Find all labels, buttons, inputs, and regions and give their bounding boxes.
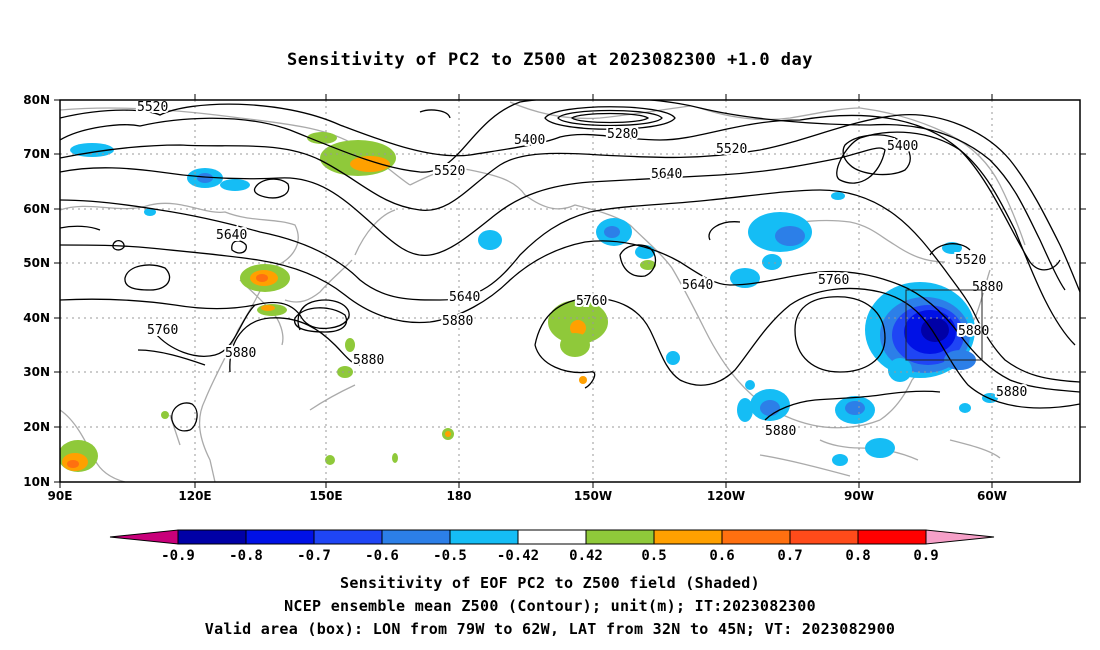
colorbar-swatch [449,529,519,545]
map-frame [59,99,1081,483]
contour-5880 [794,296,886,373]
contour-label: 5760 [818,273,849,288]
contour-label: 5520 [716,142,747,157]
lat-labels: 80N 70N 60N 50N 40N 30N 20N 10N [23,93,50,489]
lat-label: 20N [23,420,50,434]
z500-contours [60,100,1080,432]
colorbar-label: -0.5 [433,548,467,564]
lon-label: 150W [574,489,612,503]
contour-label: 5520 [434,164,465,179]
colorbar: -0.9 -0.8 -0.7 -0.6 -0.5 -0.42 0.42 0.5 0.6 0.7 0.… [109,529,995,564]
colorbar-swatch [517,529,587,545]
lon-labels: 90E 120E 150E 180 150W 120W 90W 60W [48,489,1007,503]
colorbar-swatch [177,529,247,545]
contour-label: 5520 [955,253,986,268]
lon-label: 180 [446,489,471,503]
lon-label: 120E [178,489,211,503]
colorbar-label: -0.6 [365,548,399,564]
plot-title: Sensitivity of PC2 to Z500 at 2023082300… [286,50,813,70]
contour-label: 5400 [887,139,918,154]
contour-5520 [60,114,1080,293]
contour-label: 5280 [607,127,638,142]
lon-label: 120W [707,489,745,503]
colorbar-swatch [721,529,791,545]
contour-label: 5520 [137,100,168,115]
contour-label: 5880 [958,324,989,339]
caption-valid-area: Valid area (box): LON from 79W to 62W, L… [204,620,896,638]
lon-label: 90E [48,489,73,503]
colorbar-label: -0.9 [161,548,195,564]
contour-label: 5640 [216,228,247,243]
colorbar-label: 0.8 [845,548,870,564]
contour-label: 5880 [765,424,796,439]
lon-label: 90W [844,489,874,503]
contour-label: 5880 [996,385,1027,400]
lat-label: 10N [23,475,50,489]
lat-label: 40N [23,311,50,325]
colorbar-label: -0.7 [297,548,331,564]
colorbar-label: 0.7 [777,548,802,564]
valid-area-box [905,289,983,361]
contour-5400 [60,103,1061,271]
contour-label: 5640 [449,290,480,305]
lat-label: 70N [23,147,50,161]
colorbar-label: -0.8 [229,548,263,564]
colorbar-swatch [381,529,451,545]
colorbar-label: -0.42 [497,548,539,564]
lon-label: 60W [977,489,1007,503]
colorbar-over-triangle [925,529,995,545]
lon-label: 150E [309,489,342,503]
colorbar-swatch [857,529,927,545]
lat-label: 50N [23,256,50,270]
contour-label: 5640 [682,278,713,293]
contour-5640 [60,189,1080,383]
lat-label: 80N [23,93,50,107]
lat-label: 60N [23,202,50,216]
colorbar-label: 0.42 [569,548,603,564]
contour-label: 5880 [442,314,473,329]
colorbar-swatch [245,529,315,545]
colorbar-swatch [313,529,383,545]
colorbar-label: 0.9 [913,548,938,564]
contour-label: 5640 [651,167,682,182]
contour-label: 5760 [576,294,607,309]
tick-marks [54,94,1086,488]
contour-label: 5880 [972,280,1003,295]
contour-5280 [544,106,676,130]
colorbar-label: 0.6 [709,548,734,564]
contour-label: 5880 [225,346,256,361]
contour-label: 5880 [353,353,384,368]
colorbar-swatch [653,529,723,545]
lat-label: 30N [23,365,50,379]
colorbar-swatch [789,529,859,545]
contour-5760 [60,298,350,331]
caption-contour: NCEP ensemble mean Z500 (Contour); unit(… [284,597,816,615]
colorbar-swatch [585,529,655,545]
colorbar-under-triangle [109,529,179,545]
caption-shaded: Sensitivity of EOF PC2 to Z500 field (Sh… [340,574,760,592]
colorbar-label: 0.5 [641,548,666,564]
contour-label: 5760 [147,323,178,338]
contour-label: 5400 [514,133,545,148]
contour-labels: 5520 5280 5400 5520 5400 5520 5640 5640 … [135,100,1029,402]
